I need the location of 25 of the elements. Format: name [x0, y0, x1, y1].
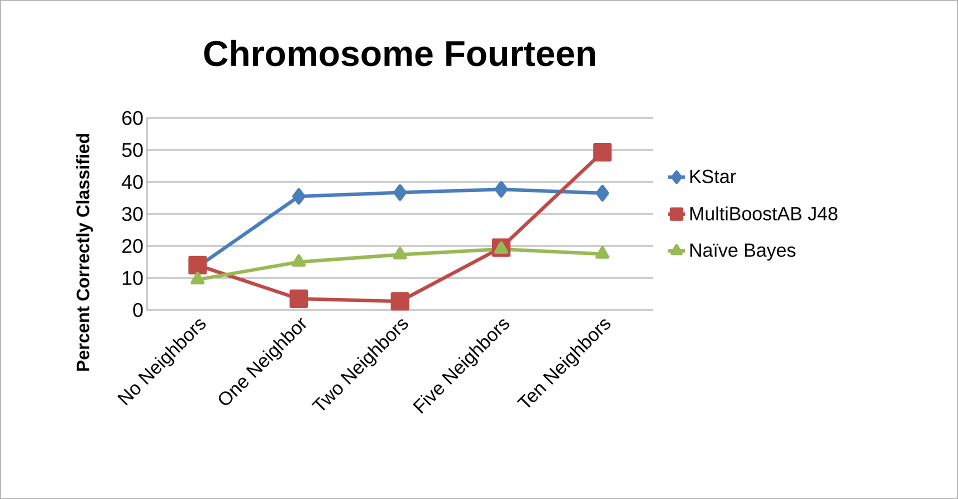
- y-axis-title: Percent Correctly Classified: [76, 134, 93, 371]
- legend-label: MultiBoostAB J48: [690, 206, 838, 220]
- point: [292, 188, 306, 205]
- point: [494, 181, 508, 198]
- y-tick-label: 30: [122, 206, 143, 222]
- point: [188, 256, 207, 274]
- point: [292, 254, 306, 267]
- legend-label: KStar: [690, 170, 736, 184]
- point: [190, 272, 205, 284]
- point: [390, 292, 410, 311]
- point: [393, 246, 407, 260]
- chart-title: Chromosome Fourteen: [204, 40, 596, 66]
- legend-label: Naïve Bayes: [690, 244, 796, 261]
- point: [494, 241, 508, 254]
- point: [593, 142, 612, 162]
- y-tick-label: 50: [122, 142, 143, 158]
- point: [596, 184, 610, 202]
- y-tick-label: 0: [133, 302, 143, 318]
- y-tick-label: 10: [122, 270, 143, 286]
- y-tick-label: 60: [122, 110, 143, 126]
- y-tick-label: 20: [122, 238, 143, 254]
- point: [290, 290, 308, 308]
- point: [595, 246, 610, 259]
- y-tick-label: 40: [122, 174, 143, 190]
- point: [393, 184, 407, 201]
